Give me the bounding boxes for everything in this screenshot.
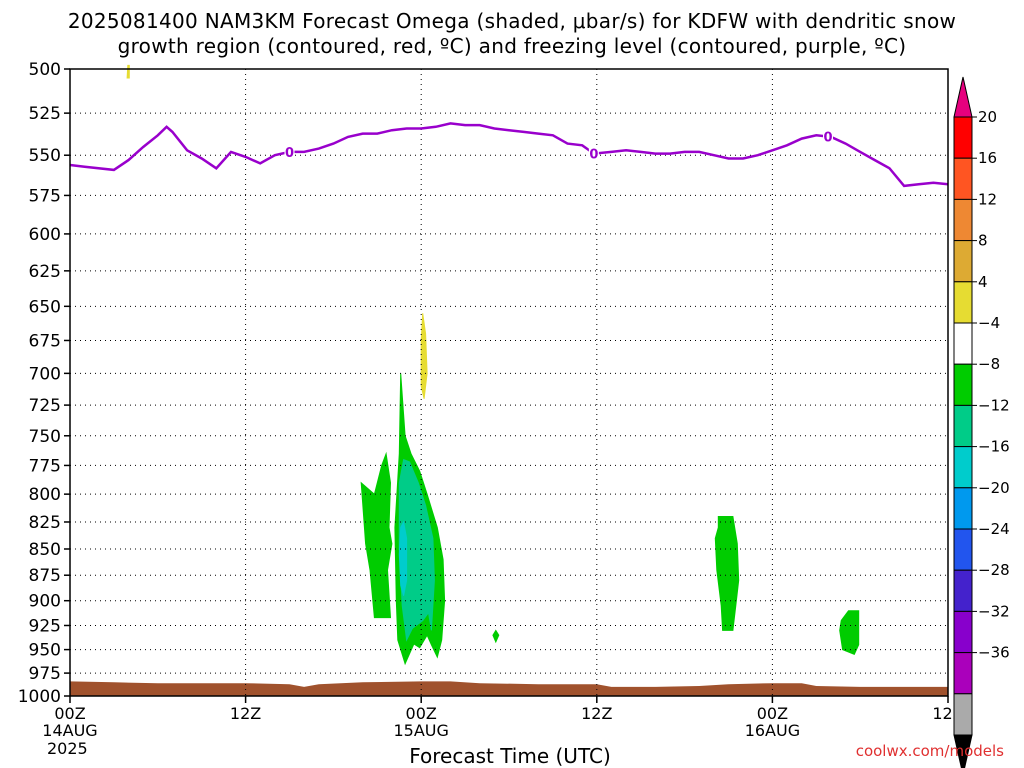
y-tick-label-850: 850: [29, 540, 61, 560]
source-credit: coolwx.com/models: [855, 742, 1004, 760]
colorbar-label-13: −32: [978, 602, 1010, 620]
x-tick-label-36: 12Z: [581, 704, 612, 723]
omega-region-9: [839, 610, 860, 656]
y-axis: 500 525 550 575 600 625 650 675 700 725 750 775 800 8…: [18, 60, 70, 707]
colorbar-label-3: 12: [978, 190, 997, 208]
x-tick-sublabel-0: 14AUG: [42, 721, 97, 740]
y-tick-label-575: 575: [29, 186, 61, 206]
omega-region-3: [398, 458, 435, 642]
colorbar-bottom-arrow: [953, 734, 973, 768]
colorbar-label-14: −36: [978, 644, 1010, 662]
colorbar-label-10: −20: [978, 479, 1010, 497]
colorbar-top-arrow: [953, 76, 973, 118]
colorbar-box-10: [953, 487, 973, 530]
colorbar-label-5: 4: [978, 273, 988, 291]
freezing-label-bg-2: [588, 145, 599, 162]
freezing-level-layer: 0 0 0: [69, 122, 949, 188]
plot-frame: [69, 68, 949, 697]
terrain-area: [70, 681, 948, 696]
colorbar-label-6: −4: [978, 314, 1000, 332]
freezing-level-label-3: 0: [823, 131, 832, 146]
chart-title-line-2: growth region (contoured, red, ºC) and f…: [117, 34, 907, 58]
y-tick-label-675: 675: [29, 331, 61, 351]
y-tick-label-750: 750: [29, 427, 61, 447]
x-tick-sublabel-24: 15AUG: [393, 721, 448, 740]
omega-region-7: [492, 629, 500, 644]
y-tick-label-600: 600: [29, 225, 61, 245]
omega-region-1: [360, 451, 393, 619]
freezing-level-label-1: 0: [285, 146, 294, 161]
freezing-level-line: [69, 122, 949, 188]
colorbar-box-11: [953, 528, 973, 571]
omega-region-8: [714, 516, 740, 631]
x-tick-label-0: 00Z: [54, 704, 85, 723]
freezing-label-bg-3: [823, 128, 834, 145]
colorbar-label-2: 16: [978, 149, 997, 167]
colorbar-box-7: [953, 363, 973, 406]
omega-region-6: [126, 64, 130, 79]
colorbar-box-4: [953, 240, 973, 283]
x-tick-label-24: 00Z: [406, 704, 437, 723]
y-tick-label-925: 925: [29, 616, 61, 636]
omega-region-4: [398, 520, 408, 596]
y-tick-label-800: 800: [29, 485, 61, 505]
colorbar-box-6: [953, 322, 973, 365]
y-tick-label-950: 950: [29, 641, 61, 661]
colorbar-label-1: 20: [978, 108, 997, 126]
y-tick-label-525: 525: [29, 104, 61, 124]
omega-region-5: [420, 313, 428, 399]
y-tick-label-1000: 1000: [18, 687, 61, 707]
grid-lines: [70, 69, 948, 696]
colorbar-label-4: 8: [978, 232, 988, 250]
colorbar-box-8: [953, 404, 973, 448]
y-tick-label-875: 875: [29, 566, 61, 586]
colorbar-box-2: [953, 157, 973, 200]
x-tick-label-12: 12Z: [230, 704, 261, 723]
y-tick-label-500: 500: [29, 60, 61, 80]
colorbar-box-5: [953, 281, 973, 324]
colorbar-label-9: −16: [978, 438, 1010, 456]
colorbar-box-13: [953, 610, 973, 654]
colorbar-label-7: −8: [978, 355, 1000, 373]
y-tick-label-725: 725: [29, 396, 61, 416]
colorbar-label-11: −24: [978, 520, 1010, 538]
chart-title-line-1: 2025081400 NAM3KM Forecast Omega (shaded…: [67, 9, 957, 33]
colorbar-box-12: [953, 569, 973, 612]
y-tick-label-975: 975: [29, 664, 61, 684]
omega-shading-layer: [126, 64, 860, 666]
y-tick-label-625: 625: [29, 262, 61, 282]
colorbar-box-14: [953, 652, 973, 695]
y-tick-label-550: 550: [29, 146, 61, 166]
x-tick-sublabel-48: 16AUG: [745, 721, 800, 740]
colorbar-box-9: [953, 446, 973, 489]
y-tick-label-900: 900: [29, 592, 61, 612]
freezing-level-label-2: 0: [589, 148, 598, 163]
y-tick-label-775: 775: [29, 456, 61, 476]
terrain-layer: [70, 681, 948, 696]
colorbar-label-12: −28: [978, 561, 1010, 579]
colorbar-label-8: −12: [978, 396, 1010, 414]
colorbar-box-1: [953, 116, 973, 159]
colorbar: 20 16 12 8 4 −4 −8 −12 −16 −20 −24 −28 −32 −36: [953, 76, 1010, 768]
y-tick-label-825: 825: [29, 513, 61, 533]
x-year-label: 2025: [47, 739, 88, 758]
x-axis-label: Forecast Time (UTC): [409, 744, 611, 768]
x-tick-label-48: 00Z: [757, 704, 788, 723]
colorbar-box-3: [953, 198, 973, 242]
freezing-label-bg-1: [284, 143, 295, 160]
colorbar-box-15: [953, 693, 973, 736]
y-tick-label-700: 700: [29, 364, 61, 384]
y-tick-label-650: 650: [29, 297, 61, 317]
